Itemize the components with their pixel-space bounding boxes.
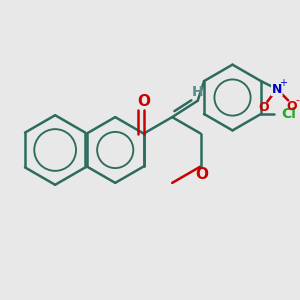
Text: O: O (286, 100, 297, 113)
Text: O: O (259, 101, 269, 115)
Text: -: - (296, 95, 300, 105)
Text: N: N (272, 82, 282, 95)
Text: Cl: Cl (281, 107, 296, 121)
Text: +: + (279, 78, 287, 88)
Text: O: O (195, 167, 208, 182)
Text: O: O (137, 94, 150, 110)
Text: H: H (192, 85, 203, 99)
